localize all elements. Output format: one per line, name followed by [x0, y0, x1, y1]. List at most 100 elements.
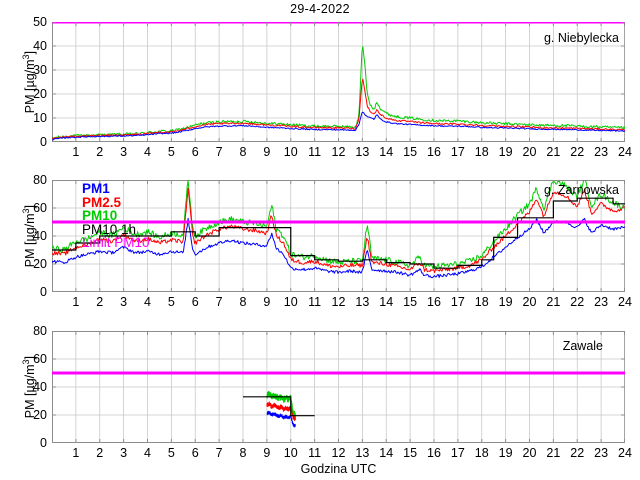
x-tick-label: 13	[355, 145, 370, 159]
y-axis-title-exp-1: 3	[20, 54, 31, 60]
x-tick-label: 10	[283, 446, 298, 460]
y-axis-title-1: PM [µg/m3]	[21, 32, 37, 132]
y-axis-title-close-3: ]	[23, 355, 38, 360]
x-tick-label: 21	[546, 295, 561, 309]
legend-item-pm2-5: PM2.5	[82, 194, 122, 210]
x-tick-label: 7	[215, 446, 223, 460]
x-tick-label: 15	[403, 295, 418, 309]
x-tick-label: 19	[498, 145, 513, 159]
y-tick-label: 10	[33, 110, 47, 125]
x-tick-label: 8	[239, 145, 247, 159]
x-tick-label: 23	[594, 446, 609, 460]
y-tick-label: 0	[40, 134, 47, 149]
x-tick-label: 14	[379, 446, 394, 460]
plot-canvas-1	[52, 22, 625, 142]
x-tick-label: 16	[427, 446, 441, 460]
legend-item-limit-pm10: Limit PM10	[82, 235, 150, 250]
x-tick-label: 18	[474, 295, 489, 309]
x-tick-label: 12	[331, 446, 346, 460]
x-tick-label: 11	[308, 446, 322, 460]
x-tick-label: 4	[144, 145, 151, 159]
x-tick-label: 3	[120, 446, 128, 460]
x-tick-label: 1	[72, 295, 80, 309]
x-tick-label: 18	[474, 446, 489, 460]
y-tick-label: 20	[33, 407, 47, 422]
x-tick-label: 12	[331, 145, 346, 159]
x-tick-label: 21	[546, 446, 561, 460]
x-tick-label: 20	[522, 446, 537, 460]
x-tick-label: 1	[72, 446, 80, 460]
x-tick-label: 6	[191, 145, 199, 159]
x-tick-label: 13	[355, 295, 370, 309]
y-tick-label: 60	[33, 351, 47, 366]
x-tick-label: 22	[570, 446, 585, 460]
y-axis-title-exp-3: 3	[20, 359, 31, 365]
y-tick-label: 50	[33, 14, 47, 29]
x-tick-label: 4	[144, 446, 151, 460]
y-axis-title-text-3: PM [µg/m	[23, 364, 38, 419]
x-tick-label: 13	[355, 446, 370, 460]
x-tick-label: 19	[498, 446, 513, 460]
x-tick-label: 22	[570, 295, 585, 309]
x-tick-label: 23	[594, 145, 609, 159]
x-tick-label: 3	[120, 145, 128, 159]
x-tick-label: 2	[96, 446, 104, 460]
x-tick-label: 16	[427, 295, 441, 309]
y-tick-label: 80	[33, 323, 47, 338]
x-tick-label: 14	[379, 295, 394, 309]
x-tick-label: 15	[403, 145, 418, 159]
x-tick-label: 4	[144, 295, 151, 309]
y-axis-title-3: PM [µg/m3]	[21, 337, 37, 437]
x-tick-label: 12	[331, 295, 346, 309]
y-tick-label: 80	[33, 172, 47, 187]
panel-zawale: 0 20 40 60 80 1 2 3 4 5 6 7 8 9 10 11 12 13 14 15 16 17 18 19 2…	[33, 325, 632, 459]
y-tick-label: 0	[40, 435, 47, 450]
y-tick-label: 20	[33, 86, 47, 101]
legend-item-pm10-1h: PM10 1h	[82, 221, 137, 237]
x-tick-label: 1	[72, 145, 80, 159]
x-tick-label: 5	[167, 446, 175, 460]
y-tick-label: 30	[33, 62, 47, 77]
x-tick-label: 18	[474, 145, 489, 159]
x-tick-label: 20	[522, 145, 537, 159]
x-tick-label: 2	[96, 145, 104, 159]
x-tick-label: 9	[263, 145, 271, 159]
x-tick-label: 15	[403, 446, 418, 460]
y-axis-title-text-1: PM [µg/m	[23, 59, 38, 114]
x-tick-label: 10	[283, 145, 298, 159]
y-tick-label: 0	[40, 284, 47, 299]
x-tick-label: 6	[191, 295, 199, 309]
x-tick-label: 17	[450, 446, 465, 460]
x-tick-label: 8	[239, 295, 247, 309]
y-axis-title-close-2: ]	[23, 204, 38, 209]
x-tick-label: 21	[546, 145, 561, 159]
x-tick-label: 17	[450, 145, 465, 159]
x-tick-label: 8	[239, 446, 247, 460]
station-label-zawale: Zawale	[562, 339, 603, 353]
y-axis-title-text-2: PM [µg/m	[23, 213, 38, 268]
x-tick-label: 2	[96, 295, 104, 309]
x-tick-label: 9	[263, 446, 271, 460]
x-tick-label: 5	[167, 145, 175, 159]
y-axis-title-2: PM [µg/m3]	[21, 186, 37, 286]
x-tick-label: 14	[379, 145, 394, 159]
legend-item-pm10: PM10	[82, 208, 118, 223]
legend-item-pm1: PM1	[82, 181, 110, 196]
x-tick-label: 17	[450, 295, 465, 309]
x-tick-label: 9	[263, 295, 271, 309]
x-tick-label: 20	[522, 295, 537, 309]
y-axis-title-exp-2: 3	[20, 208, 31, 214]
x-axis-title: Godzina UTC	[300, 462, 377, 476]
y-tick-label: 40	[33, 38, 47, 53]
x-tick-label: 3	[120, 295, 128, 309]
x-tick-label: 19	[498, 295, 513, 309]
x-tick-label: 22	[570, 145, 585, 159]
chart-title: 29-4-2022	[290, 2, 350, 16]
x-tick-label: 23	[594, 295, 609, 309]
x-tick-label: 24	[618, 446, 632, 460]
x-tick-label: 5	[167, 295, 175, 309]
x-tick-label: 11	[308, 295, 322, 309]
station-label-niebylecka: g. Niebylecka	[543, 31, 619, 45]
legend: PM1 PM2.5 PM10 PM10 1h Limit PM10	[82, 182, 150, 250]
